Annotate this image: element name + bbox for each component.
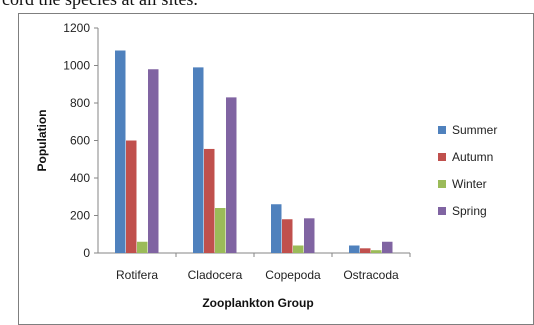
legend-swatch-spring	[438, 207, 446, 215]
y-axis-title: Population	[35, 110, 49, 172]
y-tick-label: 1000	[63, 59, 90, 73]
bar-winter-rotifera	[137, 241, 148, 253]
legend-label-autumn: Autumn	[452, 150, 493, 164]
bar-summer-rotifera	[115, 50, 126, 253]
bar-autumn-cladocera	[204, 148, 215, 253]
bar-autumn-rotifera	[126, 140, 137, 253]
chart-frame	[18, 13, 534, 325]
y-tick-label: 400	[70, 171, 90, 185]
bar-summer-cladocera	[193, 67, 204, 253]
bar-summer-ostracoda	[349, 245, 360, 253]
bar-winter-copepoda	[293, 245, 304, 253]
legend-swatch-autumn	[438, 153, 446, 161]
y-tick-label: 1200	[63, 21, 90, 35]
x-tick-label: Rotifera	[116, 268, 158, 282]
x-tick-label: Copepoda	[265, 268, 321, 282]
bar-spring-copepoda	[304, 218, 315, 253]
bar-winter-cladocera	[215, 208, 226, 253]
bar-autumn-ostracoda	[360, 248, 371, 253]
bar-summer-copepoda	[271, 204, 282, 253]
y-tick-label: 0	[83, 246, 90, 260]
x-axis-title: Zooplankton Group	[202, 296, 313, 310]
legend-swatch-summer	[438, 126, 446, 134]
bar-spring-cladocera	[226, 97, 237, 253]
x-tick-label: Ostracoda	[343, 268, 399, 282]
page-fragment-text: cord the species at all sites.	[0, 0, 534, 11]
bar-spring-ostracoda	[382, 241, 393, 253]
legend-label-winter: Winter	[452, 177, 487, 191]
y-tick-label: 600	[70, 134, 90, 148]
bar-winter-ostracoda	[371, 250, 382, 253]
y-tick-label: 200	[70, 209, 90, 223]
legend-swatch-winter	[438, 180, 446, 188]
legend-label-spring: Spring	[452, 204, 487, 218]
bar-autumn-copepoda	[282, 219, 293, 253]
legend-label-summer: Summer	[452, 123, 497, 137]
x-tick-label: Cladocera	[188, 268, 243, 282]
y-tick-label: 800	[70, 96, 90, 110]
bar-spring-rotifera	[148, 69, 159, 253]
